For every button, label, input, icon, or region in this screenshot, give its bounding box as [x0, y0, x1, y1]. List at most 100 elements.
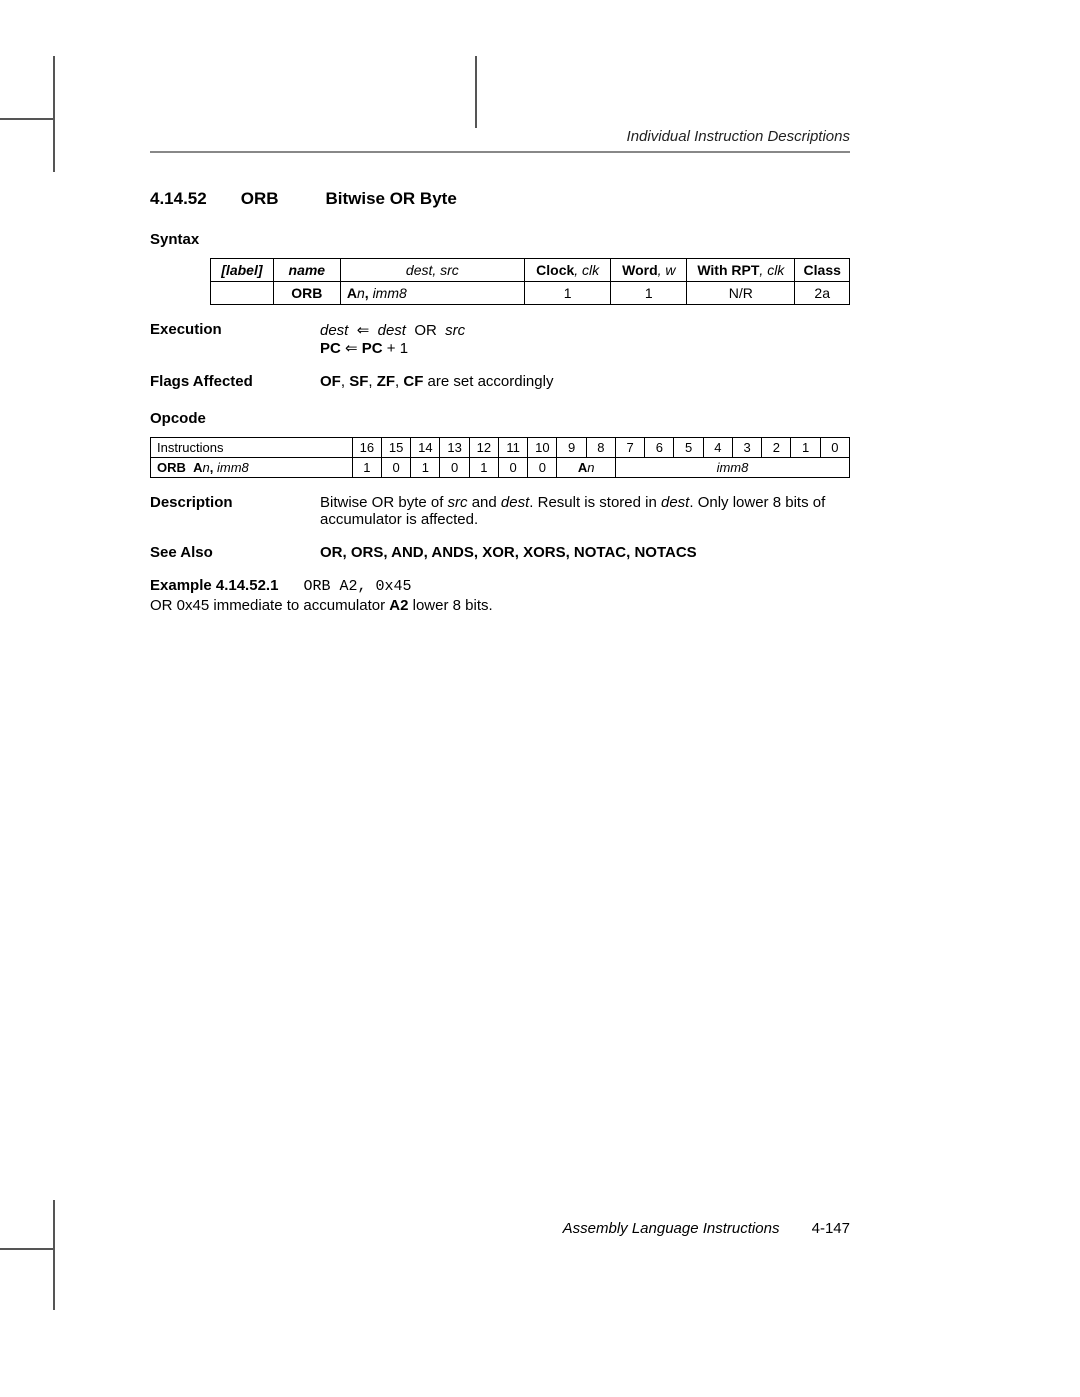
section-desc: Bitwise OR Byte	[325, 189, 456, 208]
flags-value: OF, SF, ZF, CF are set accordingly	[320, 373, 850, 390]
bit-header: 1	[791, 438, 820, 458]
text: OF	[320, 373, 341, 390]
opcode-label: Opcode	[150, 410, 850, 427]
col-word: Word, w	[611, 259, 687, 282]
bit-header: 10	[528, 438, 557, 458]
seealso-row: See Also OR, ORS, AND, ANDS, XOR, XORS, …	[150, 544, 850, 561]
arrow-icon: ⇐	[357, 322, 370, 339]
text: n	[357, 285, 365, 301]
execution-value: dest ⇐ dest OR src PC ⇐ PC + 1	[320, 321, 850, 357]
text: ZF	[377, 373, 395, 390]
crop-mark	[53, 56, 55, 172]
text: src	[448, 494, 468, 511]
text: , clk	[574, 262, 599, 278]
example-row: Example 4.14.52.1 ORB A2, 0x45 OR 0x45 i…	[150, 577, 850, 614]
crop-mark	[0, 1248, 53, 1250]
col-clock: Clock, clk	[524, 259, 611, 282]
flags-row: Flags Affected OF, SF, ZF, CF are set ac…	[150, 373, 850, 390]
bit-header: 12	[469, 438, 498, 458]
text: dest	[661, 494, 689, 511]
crop-mark	[53, 1200, 55, 1310]
text: OR 0x45 immediate to accumulator	[150, 597, 389, 614]
text: OR	[414, 322, 437, 339]
bit-header: 15	[381, 438, 410, 458]
page-footer: Assembly Language Instructions 4-147	[150, 1220, 850, 1237]
bit-header: 14	[411, 438, 440, 458]
text: dest	[378, 322, 406, 339]
cell: 1	[411, 458, 440, 478]
text: dest	[501, 494, 529, 511]
col-instr: Instructions	[151, 438, 353, 458]
cell: 2a	[795, 282, 850, 305]
arrow-icon: ⇐	[345, 340, 358, 357]
text: imm8	[217, 460, 249, 475]
text: dest	[320, 322, 348, 339]
text: lower 8 bits.	[408, 597, 492, 614]
example-desc: OR 0x45 immediate to accumulator A2 lowe…	[150, 597, 850, 614]
bit-header: 4	[703, 438, 732, 458]
page-number: 4-147	[812, 1220, 850, 1237]
text: A	[578, 460, 587, 475]
bit-header: 8	[586, 438, 615, 458]
crop-mark	[475, 56, 477, 128]
text: Clock	[536, 262, 574, 278]
col-class: Class	[795, 259, 850, 282]
description-text: Bitwise OR byte of src and dest. Result …	[320, 494, 850, 528]
crop-mark	[0, 118, 53, 120]
bit-header: 0	[820, 438, 849, 458]
page-content: Individual Instruction Descriptions 4.14…	[150, 128, 850, 614]
description-row: Description Bitwise OR byte of src and d…	[150, 494, 850, 528]
table-row: ORB An, imm8 1 1 N/R 2a	[211, 282, 850, 305]
text: , clk	[759, 262, 784, 278]
text: ,	[365, 285, 373, 301]
table-row: Instructions 16 15 14 13 12 11 10 9 8 7 …	[151, 438, 850, 458]
syntax-table: [label] name dest, src Clock, clk Word, …	[210, 258, 850, 305]
opcode-table: Instructions 16 15 14 13 12 11 10 9 8 7 …	[150, 437, 850, 478]
text: . Result is stored in	[529, 494, 661, 511]
cell	[211, 282, 274, 305]
bit-header: 2	[762, 438, 791, 458]
bit-header: 5	[674, 438, 703, 458]
text: and	[468, 494, 501, 511]
execution-label: Execution	[150, 321, 320, 338]
bit-header: 16	[352, 438, 381, 458]
text: are set accordingly	[423, 373, 553, 390]
text: ORB	[157, 460, 186, 475]
col-label: [label]	[211, 259, 274, 282]
text: imm8	[373, 285, 407, 301]
cell: 0	[528, 458, 557, 478]
bit-header: 11	[498, 438, 527, 458]
text: , w	[658, 262, 676, 278]
text: ,	[210, 460, 217, 475]
text: Bitwise OR byte of	[320, 494, 448, 511]
text: PC	[362, 340, 383, 357]
bit-header: 3	[732, 438, 761, 458]
cell: 0	[440, 458, 469, 478]
bit-header: 13	[440, 438, 469, 458]
example-label: Example 4.14.52.1	[150, 577, 278, 594]
section-title: 4.14.52 ORB Bitwise OR Byte	[150, 189, 850, 209]
cell: N/R	[687, 282, 795, 305]
bit-header: 9	[557, 438, 586, 458]
cell-imm8: imm8	[615, 458, 849, 478]
col-rpt: With RPT, clk	[687, 259, 795, 282]
cell: 1	[469, 458, 498, 478]
text: A	[347, 285, 357, 301]
bit-header: 7	[615, 438, 644, 458]
table-row: ORB An, imm8 1 0 1 0 1 0 0 An imm8	[151, 458, 850, 478]
cell: 0	[498, 458, 527, 478]
cell: ORB An, imm8	[151, 458, 353, 478]
text: src	[445, 322, 465, 339]
description-label: Description	[150, 494, 320, 511]
col-dest: dest, src	[340, 259, 524, 282]
text: A2	[389, 597, 408, 614]
syntax-label: Syntax	[150, 231, 850, 248]
cell-an: An	[557, 458, 616, 478]
text: n	[587, 460, 594, 475]
running-header: Individual Instruction Descriptions	[150, 128, 850, 153]
flags-label: Flags Affected	[150, 373, 320, 390]
execution-row: Execution dest ⇐ dest OR src PC ⇐ PC + 1	[150, 321, 850, 357]
seealso-label: See Also	[150, 544, 320, 561]
text: n	[203, 460, 210, 475]
cell: 0	[381, 458, 410, 478]
